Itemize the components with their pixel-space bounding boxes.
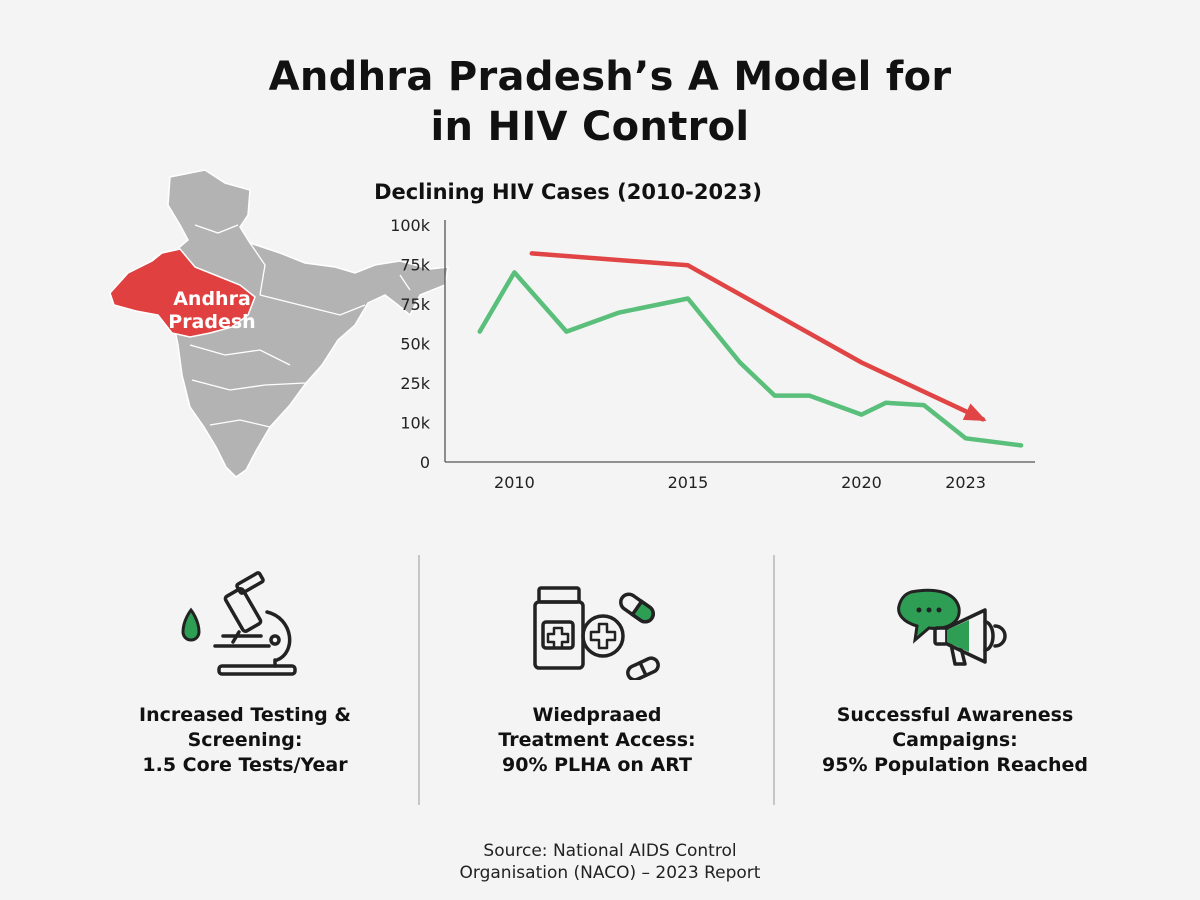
y-tick-label: 75k: [400, 295, 430, 314]
panel-testing-line-2: Screening:: [187, 729, 303, 751]
x-tick-label: 2023: [945, 473, 986, 492]
speech-bubble-icon: [897, 588, 961, 644]
x-tick-label: 2010: [494, 473, 535, 492]
y-tick-label: 0: [420, 453, 430, 472]
microscope-icon: [181, 571, 297, 676]
panel-treatment-line-2: Treatment Access:: [498, 729, 696, 751]
india-map: Andhra Pradesh: [109, 169, 449, 478]
source-line-2: Organisation (NACO) – 2023 Report: [459, 863, 761, 883]
map-label-andhra: Andhra: [173, 288, 251, 310]
chart-title: Declining HIV Cases (2010-2023): [374, 180, 762, 204]
infographic-title: Andhra Pradesh’s A Model for in HIV Cont…: [0, 52, 1200, 152]
map-label-pradesh: Pradesh: [168, 311, 255, 333]
y-tick-label: 100k: [390, 216, 431, 235]
panel-awareness-line-3: 95% Population Reached: [822, 754, 1088, 776]
hiv-cases-chart: Declining HIV Cases (2010-2023) 100k 75k 7…: [374, 180, 1035, 492]
panel-treatment-line-1: Wiedpraaed: [532, 704, 662, 726]
title-line-2: in HIV Control: [430, 104, 750, 150]
source-line-1: Source: National AIDS Control: [483, 841, 737, 861]
panel-awareness-text: Successful Awareness Campaigns: 95% Popu…: [785, 703, 1125, 778]
red-trend-line: [529, 251, 986, 422]
panel-treatment: Wiedpraaed Treatment Access: 90% PLHA on…: [427, 570, 767, 810]
source-note: Source: National AIDS Control Organisati…: [0, 840, 1200, 884]
state-borders: [189, 224, 411, 428]
medicine-bottle-icon: [533, 586, 660, 680]
panel-testing-line-1: Increased Testing &: [139, 704, 351, 726]
panel-awareness-line-2: Campaigns:: [892, 729, 1018, 751]
y-tick-label: 10k: [400, 414, 430, 433]
panel-testing-line-3: 1.5 Core Tests/Year: [142, 754, 348, 776]
y-tick-label: 50k: [400, 335, 430, 354]
panel-awareness-line-1: Successful Awareness: [836, 704, 1074, 726]
y-tick-label: 25k: [400, 374, 430, 393]
panel-divider-2: [773, 555, 775, 805]
panel-awareness: Successful Awareness Campaigns: 95% Popu…: [785, 570, 1125, 810]
megaphone-icon: [897, 588, 1007, 666]
x-tick-label: 2015: [668, 473, 709, 492]
y-tick-label: 75k: [400, 256, 430, 275]
x-tick-label: 2020: [841, 473, 882, 492]
green-cases-line: [477, 270, 1024, 448]
panel-divider-1: [418, 555, 420, 805]
panel-testing-text: Increased Testing & Screening: 1.5 Core …: [75, 703, 415, 778]
panel-treatment-line-3: 90% PLHA on ART: [502, 754, 692, 776]
title-line-1: Andhra Pradesh’s A Model for: [268, 54, 952, 100]
panel-testing: Increased Testing & Screening: 1.5 Core …: [75, 570, 415, 810]
andhra-pradesh-region: [109, 248, 256, 338]
red-trend-arrowhead: [962, 403, 987, 422]
panel-treatment-text: Wiedpraaed Treatment Access: 90% PLHA on…: [427, 703, 767, 778]
